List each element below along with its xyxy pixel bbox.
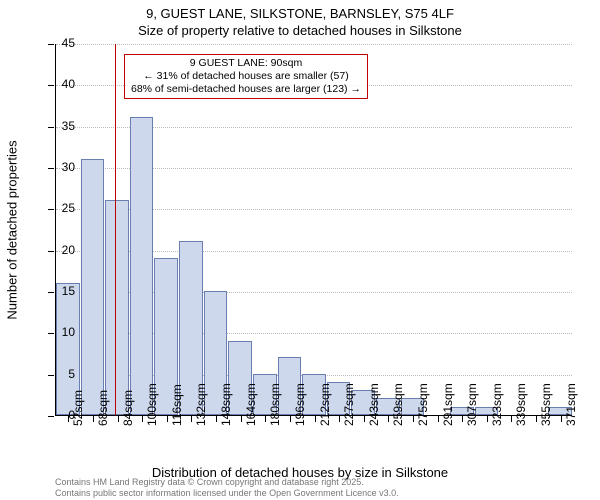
y-tick-label: 30 (55, 160, 75, 174)
x-tick-label: 212sqm (318, 383, 332, 426)
x-tick (216, 416, 217, 422)
x-tick (536, 416, 537, 422)
x-tick (364, 416, 365, 422)
x-tick (118, 416, 119, 422)
x-tick (388, 416, 389, 422)
y-tick (48, 375, 54, 376)
footer-attribution: Contains HM Land Registry data © Crown c… (55, 477, 399, 498)
y-tick-label: 45 (55, 36, 75, 50)
x-tick-label: 148sqm (219, 383, 233, 426)
y-tick (48, 85, 54, 86)
x-tick-label: 196sqm (293, 383, 307, 426)
x-tick (561, 416, 562, 422)
y-tick-label: 25 (55, 201, 75, 215)
annotation-line-2: ← 31% of detached houses are smaller (57… (131, 70, 361, 83)
annotation-line-1: 9 GUEST LANE: 90sqm (131, 57, 361, 70)
x-tick-label: 164sqm (244, 383, 258, 426)
y-tick (48, 416, 54, 417)
y-tick (48, 44, 54, 45)
x-tick-label: 275sqm (416, 383, 430, 426)
y-tick-label: 20 (55, 243, 75, 257)
x-tick-label: 339sqm (514, 383, 528, 426)
annotation-line-3: 68% of semi-detached houses are larger (… (131, 83, 361, 96)
footer-line-1: Contains HM Land Registry data © Crown c… (55, 477, 399, 487)
x-tick (462, 416, 463, 422)
x-tick (487, 416, 488, 422)
y-tick-label: 15 (55, 284, 75, 298)
x-tick-label: 259sqm (391, 383, 405, 426)
x-tick-label: 355sqm (539, 383, 553, 426)
x-tick-label: 116sqm (170, 384, 184, 426)
title-line-2: Size of property relative to detached ho… (0, 23, 600, 40)
gridline (56, 44, 572, 45)
x-tick-label: 180sqm (268, 383, 282, 426)
title-block: 9, GUEST LANE, SILKSTONE, BARNSLEY, S75 … (0, 6, 600, 40)
x-tick-label: 132sqm (194, 383, 208, 426)
y-tick-label: 35 (55, 119, 75, 133)
x-tick (241, 416, 242, 422)
x-tick (339, 416, 340, 422)
x-tick-label: 243sqm (367, 383, 381, 426)
x-tick (290, 416, 291, 422)
x-tick-label: 227sqm (342, 383, 356, 426)
x-tick-label: 84sqm (121, 390, 135, 426)
histogram-bar (81, 159, 105, 415)
x-tick-label: 307sqm (465, 383, 479, 426)
y-tick (48, 209, 54, 210)
x-tick (142, 416, 143, 422)
y-tick-label: 5 (55, 367, 75, 381)
x-tick (191, 416, 192, 422)
y-tick (48, 333, 54, 334)
x-tick (511, 416, 512, 422)
x-tick (438, 416, 439, 422)
x-tick-label: 68sqm (96, 390, 110, 426)
plot-area: 9 GUEST LANE: 90sqm← 31% of detached hou… (55, 44, 572, 416)
title-line-1: 9, GUEST LANE, SILKSTONE, BARNSLEY, S75 … (0, 6, 600, 23)
y-tick (48, 168, 54, 169)
y-tick (48, 127, 54, 128)
y-tick (48, 292, 54, 293)
x-tick-label: 52sqm (71, 390, 85, 426)
x-tick (413, 416, 414, 422)
x-tick-label: 371sqm (564, 383, 578, 426)
y-tick-label: 10 (55, 325, 75, 339)
y-tick-label: 40 (55, 77, 75, 91)
histogram-bar (130, 117, 154, 415)
histogram-bar (105, 200, 129, 415)
annotation-box: 9 GUEST LANE: 90sqm← 31% of detached hou… (124, 54, 368, 99)
x-tick (93, 416, 94, 422)
x-tick-label: 100sqm (145, 383, 159, 426)
x-tick (167, 416, 168, 422)
footer-line-2: Contains public sector information licen… (55, 488, 399, 498)
reference-line (115, 44, 116, 415)
x-tick-label: 323sqm (490, 383, 504, 426)
y-axis-label: Number of detached properties (5, 140, 20, 319)
x-tick (315, 416, 316, 422)
y-tick (48, 251, 54, 252)
x-tick-label: 291sqm (441, 383, 455, 426)
x-tick (265, 416, 266, 422)
